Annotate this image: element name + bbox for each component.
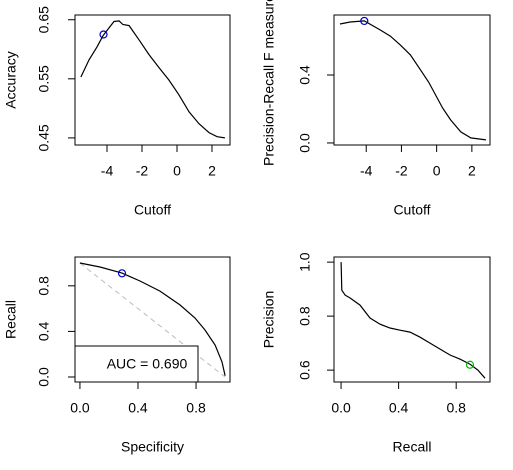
x-axis-title: Specificity (121, 439, 184, 455)
x-tick-label: 0 (173, 163, 181, 179)
plot-frame (74, 14, 231, 146)
y-tick-label: 0.6 (297, 360, 313, 380)
x-tick-label: 2 (468, 163, 476, 179)
x-tick-label: 0.8 (446, 400, 466, 416)
curve (80, 20, 225, 139)
y-tick-label: 0.8 (297, 306, 313, 326)
optimal-point (360, 16, 369, 26)
y-tick-label: 0.0 (297, 133, 313, 153)
x-tick-label: -4 (360, 163, 373, 179)
x-axis-title: Recall (393, 439, 432, 455)
x-tick-label: -2 (395, 163, 408, 179)
optimal-point (99, 30, 108, 39)
curve (339, 20, 487, 141)
x-axis-title: Cutoff (393, 202, 430, 218)
optimal-point (117, 269, 127, 278)
x-tick-label: -2 (136, 163, 149, 179)
curve (79, 262, 226, 376)
y-tick-label: 0.65 (36, 6, 52, 33)
y-axis-title: Precision-Recall F measure (261, 0, 277, 166)
y-tick-label: 0.4 (36, 321, 52, 341)
reference-line (79, 262, 226, 378)
x-tick-label: -4 (101, 163, 114, 179)
x-tick-label: 0.4 (389, 400, 409, 416)
x-tick-label: 0.0 (70, 400, 90, 416)
y-tick-label: 0.55 (36, 65, 52, 92)
y-axis-title: Accuracy (3, 51, 19, 109)
x-tick-label: 0.0 (331, 400, 351, 416)
curve (340, 262, 486, 379)
plot-frame (333, 256, 491, 383)
y-tick-label: 0.4 (297, 65, 313, 85)
plot-frame (333, 14, 491, 146)
optimal-point (465, 360, 475, 369)
x-tick-label: 2 (208, 163, 216, 179)
x-tick-label: 0 (433, 163, 441, 179)
legend-text: AUC = 0.690 (107, 356, 188, 372)
plot-frame (74, 256, 231, 383)
x-tick-label: 0.8 (186, 400, 206, 416)
y-tick-label: 1.0 (297, 252, 313, 272)
x-tick-label: 0.4 (128, 400, 148, 416)
x-axis-title: Cutoff (134, 202, 171, 218)
y-tick-label: 0.45 (36, 124, 52, 151)
y-axis-title: Precision (261, 291, 277, 349)
y-tick-label: 0.0 (36, 367, 52, 387)
y-tick-label: 0.8 (36, 276, 52, 296)
y-axis-title: Recall (3, 300, 19, 339)
